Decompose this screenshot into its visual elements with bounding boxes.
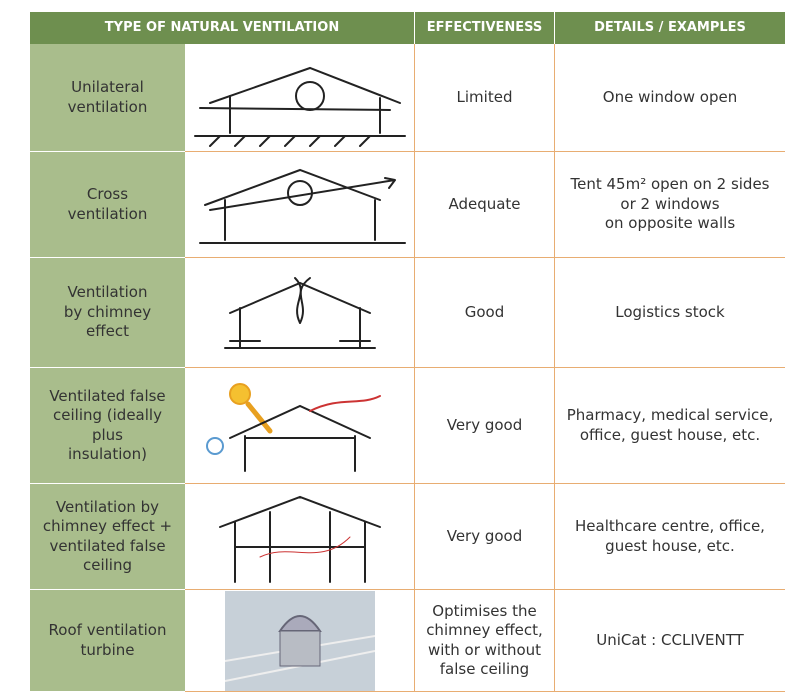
effectiveness-cell: Good xyxy=(415,258,555,368)
sketch xyxy=(293,276,311,324)
illustration xyxy=(185,258,415,368)
sketch xyxy=(308,394,381,412)
type-cell: Ventilation by chimney effect + ventilat… xyxy=(30,484,185,590)
sketch xyxy=(193,66,406,147)
type-cell: Unilateral ventilation xyxy=(30,44,185,152)
sketch xyxy=(228,281,371,314)
details-cell: One window open xyxy=(555,44,785,152)
sketch xyxy=(294,80,325,111)
sketch xyxy=(203,168,381,206)
sketch xyxy=(218,495,381,583)
sketch xyxy=(223,276,376,349)
details-cell: UniCat : CCLIVENTT xyxy=(555,590,785,692)
sketch xyxy=(245,401,272,433)
header-cell: EFFECTIVENESS xyxy=(415,12,555,44)
effectiveness-cell: Very good xyxy=(415,368,555,484)
sketch xyxy=(198,106,391,111)
effectiveness-cell: Limited xyxy=(415,44,555,152)
sketch xyxy=(205,436,224,455)
type-cell: Ventilated false ceiling (ideally plus i… xyxy=(30,368,185,484)
illustration xyxy=(185,484,415,590)
sketch xyxy=(218,495,381,583)
sketch xyxy=(224,590,375,691)
sketch xyxy=(208,176,396,211)
type-cell: Ventilation by chimney effect xyxy=(30,258,185,368)
illustration xyxy=(185,44,415,152)
header-cell: TYPE OF NATURAL VENTILATION xyxy=(30,12,415,44)
sketch xyxy=(228,404,371,472)
sketch xyxy=(208,134,371,147)
illustration xyxy=(185,590,415,692)
type-cell: Cross ventilation xyxy=(30,152,185,258)
sketch xyxy=(279,630,320,666)
sketch xyxy=(208,66,401,104)
details-cell: Logistics stock xyxy=(555,258,785,368)
illustration xyxy=(185,368,415,484)
sketch xyxy=(205,382,381,472)
sketch xyxy=(286,179,313,206)
sketch xyxy=(198,168,406,244)
illustration xyxy=(185,152,415,258)
sketch xyxy=(259,536,350,557)
header-cell: DETAILS / EXAMPLES xyxy=(555,12,785,44)
sketch xyxy=(228,94,381,134)
details-cell: Healthcare centre, office, guest house, … xyxy=(555,484,785,590)
details-cell: Pharmacy, medical service, office, guest… xyxy=(555,368,785,484)
effectiveness-cell: Optimises the chimney effect, with or wi… xyxy=(415,590,555,692)
details-cell: Tent 45m² open on 2 sides or 2 windows o… xyxy=(555,152,785,258)
effectiveness-cell: Adequate xyxy=(415,152,555,258)
sketch xyxy=(228,382,251,405)
effectiveness-cell: Very good xyxy=(415,484,555,590)
type-cell: Roof ventilation turbine xyxy=(30,590,185,692)
